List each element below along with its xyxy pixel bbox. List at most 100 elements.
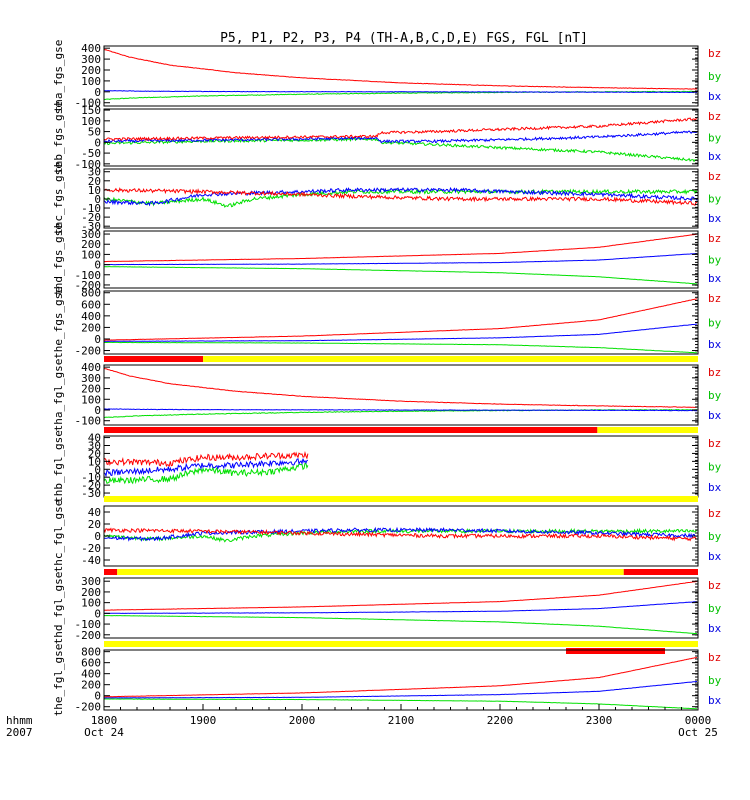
y-tick-label: -50 <box>81 147 101 160</box>
y-tick-label: 0 <box>94 333 101 346</box>
series-by-line <box>104 341 697 354</box>
y-tick-label: 300 <box>81 372 101 385</box>
panel-series <box>104 117 698 163</box>
legend-bz: bz <box>708 110 721 123</box>
legend-by: by <box>708 530 722 543</box>
series-by-line <box>104 614 698 635</box>
series-bz-line <box>104 233 697 263</box>
panel-series <box>104 233 698 285</box>
x-tick-date: Oct 24 <box>84 726 124 739</box>
panel-frame <box>103 364 699 426</box>
series-bz-line <box>104 580 698 611</box>
legend-bx: bx <box>708 212 722 225</box>
x-tick-label: 0000 <box>685 714 712 727</box>
x-tick-label: 2300 <box>586 714 613 727</box>
y-tick-label: 0 <box>94 463 101 476</box>
legend-bz: bz <box>708 437 721 450</box>
legend-bz: bz <box>708 170 721 183</box>
series-by-line <box>104 137 698 163</box>
y-tick-label: 100 <box>81 248 101 261</box>
y-tick-label: 0 <box>94 259 101 272</box>
y-tick-label: 200 <box>81 586 101 599</box>
y-tick-label: 600 <box>81 298 101 311</box>
legend-by: by <box>708 674 722 687</box>
y-tick-label: -100 <box>75 269 102 282</box>
legend-bz: bz <box>708 47 721 60</box>
legend-bx: bx <box>708 622 722 635</box>
y-tick-label: 40 <box>88 432 101 445</box>
legend-bx: bx <box>708 338 722 351</box>
y-axis-label: the_fgs_gse <box>52 286 65 359</box>
y-tick-label: 20 <box>88 447 101 460</box>
y-tick-label: -20 <box>81 479 101 492</box>
x-tick-date: Oct 25 <box>678 726 718 739</box>
y-tick-label: -30 <box>81 487 101 500</box>
panel-frame <box>103 290 699 355</box>
y-tick-label: 100 <box>81 115 101 128</box>
series-bz-line <box>104 527 698 542</box>
x-tick-label: 2200 <box>487 714 514 727</box>
x-tick-label: 2000 <box>289 714 316 727</box>
y-tick-label: -200 <box>75 279 102 292</box>
y-tick-label: 0 <box>94 193 101 206</box>
y-tick-label: 0 <box>94 86 101 99</box>
series-bx-line <box>104 130 697 144</box>
panel-series <box>104 451 309 485</box>
y-tick-label: -10 <box>81 471 101 484</box>
y-tick-label: -40 <box>81 554 101 567</box>
y-tick-label: 0 <box>94 607 101 620</box>
y-tick-label: 100 <box>81 393 101 406</box>
y-tick-label: 100 <box>81 75 101 88</box>
panel-series <box>104 656 698 710</box>
y-tick-label: 300 <box>81 228 101 241</box>
y-tick-label: -20 <box>81 211 101 224</box>
x-corner-year: 2007 <box>6 726 33 739</box>
series-bx-line <box>104 253 698 266</box>
y-axis-label: thb_fgs_gse <box>52 101 65 174</box>
status-bar-red <box>104 427 598 433</box>
y-tick-label: 200 <box>81 679 101 692</box>
y-tick-label: 10 <box>88 455 101 468</box>
legend-by: by <box>708 389 722 402</box>
series-bz-line <box>104 117 697 142</box>
legend-by: by <box>708 602 722 615</box>
series-bz-line <box>104 656 698 698</box>
y-tick-label: 300 <box>81 575 101 588</box>
legend-by: by <box>708 254 722 267</box>
y-axis-label: the_fgl_gse <box>52 644 65 717</box>
panel-series <box>104 526 698 543</box>
legend-bz: bz <box>708 579 721 592</box>
legend-by: by <box>708 461 722 474</box>
legend-bz: bz <box>708 292 721 305</box>
y-tick-label: 200 <box>81 238 101 251</box>
y-tick-label: 0 <box>94 690 101 703</box>
series-bz-line <box>104 48 698 90</box>
legend-bx: bx <box>708 694 722 707</box>
series-bz-line <box>104 187 698 206</box>
y-tick-label: -100 <box>75 97 102 110</box>
series-by-line <box>104 408 698 419</box>
legend-bz: bz <box>708 651 721 664</box>
y-tick-label: 20 <box>88 518 101 531</box>
status-bar-red <box>104 356 203 362</box>
series-by-line <box>104 527 698 543</box>
y-tick-label: 200 <box>81 64 101 77</box>
panel-series <box>104 298 698 354</box>
y-axis-label: thb_fgl_gse <box>52 430 65 503</box>
legend-by: by <box>708 193 722 206</box>
status-bar-yellow <box>117 569 624 575</box>
x-corner-label: hhmm <box>6 714 33 727</box>
y-tick-label: -200 <box>75 701 102 714</box>
panel-series <box>104 186 698 208</box>
series-bx-line <box>104 186 698 207</box>
y-tick-label: -30 <box>81 220 101 233</box>
series-by-line <box>104 188 698 208</box>
y-tick-label: 800 <box>81 646 101 659</box>
legend-bx: bx <box>708 90 722 103</box>
